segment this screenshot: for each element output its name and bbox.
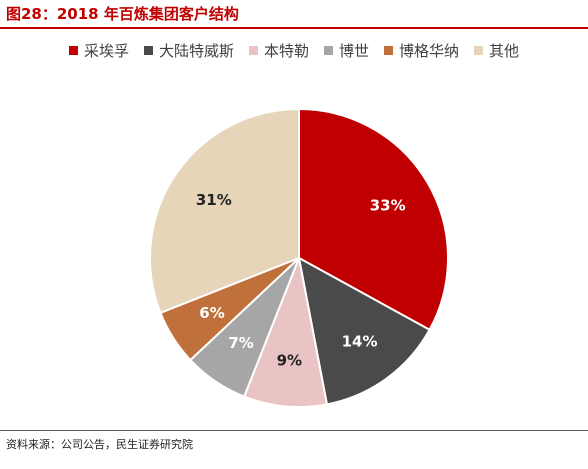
slice-label-0: 33% [370, 197, 406, 215]
legend-label: 本特勒 [263, 42, 309, 60]
legend-item-bosch: 博世 [324, 40, 369, 61]
pie-slice-5 [149, 107, 300, 315]
legend-label: 采埃孚 [83, 42, 129, 60]
slice-label-5: 31% [196, 191, 232, 209]
title-divider [0, 27, 588, 29]
legend-item-borgwarner: 博格华纳 [384, 40, 459, 61]
legend-item-others: 其他 [474, 40, 519, 61]
source-note: 资料来源：公司公告，民生证券研究院 [6, 438, 193, 451]
slice-label-3: 7% [228, 334, 253, 352]
figure-title: 图28：2018 年百炼集团客户结构 [6, 5, 239, 23]
legend-swatch [474, 46, 484, 55]
slice-label-2: 9% [277, 352, 302, 370]
legend-swatch [143, 46, 153, 55]
chart-legend: 采埃孚 大陆特威斯 本特勒 博世 博格华纳 其他 [0, 40, 588, 61]
legend-swatch [248, 46, 258, 55]
pie-slice-2 [242, 254, 329, 408]
legend-label: 大陆特威斯 [158, 42, 234, 60]
legend-item-benteler: 本特勒 [248, 40, 309, 61]
pie-slice-1 [297, 256, 431, 406]
legend-label: 博格华纳 [399, 42, 460, 60]
pie-slice-0 [298, 107, 449, 332]
legend-label: 其他 [489, 42, 520, 60]
legend-swatch [68, 46, 78, 55]
legend-swatch [384, 46, 394, 55]
source-divider [0, 430, 588, 431]
legend-swatch [324, 46, 333, 55]
legend-item-continental-teves: 大陆特威斯 [143, 40, 234, 61]
slice-label-4: 6% [199, 304, 224, 322]
legend-label: 博世 [339, 42, 370, 60]
legend-item-zf: 采埃孚 [68, 40, 129, 61]
slice-label-1: 14% [342, 332, 378, 350]
